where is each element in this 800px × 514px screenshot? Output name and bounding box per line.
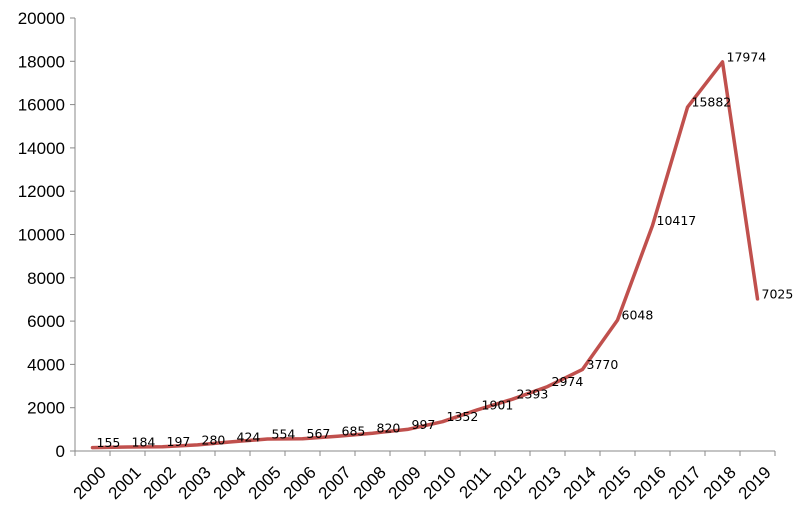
x-tick-label: 2005: [245, 463, 285, 503]
x-tick-label: 2015: [595, 463, 635, 503]
y-tick-label: 14000: [18, 139, 65, 158]
data-labels: 155 184 197 280 424 554 567 685 820 997 1352190123…: [97, 49, 794, 450]
data-label: 2393: [517, 387, 549, 402]
y-tick-label: 4000: [27, 355, 65, 374]
x-tick-label: 2017: [665, 463, 705, 503]
series-layer: [90, 60, 760, 450]
y-tick-label: 2000: [27, 399, 65, 418]
data-label: 567: [307, 426, 331, 441]
data-label: 424: [237, 429, 261, 444]
x-tick-label: 2004: [210, 463, 250, 503]
x-tick-label: 2012: [490, 463, 530, 503]
x-tick-label: 2013: [525, 463, 565, 503]
y-tick-label: 0: [56, 442, 65, 461]
data-label: 554: [272, 427, 296, 442]
y-axis: 0 2000 4000 6000 8000 10000 12000 14000 16000 180…: [18, 9, 76, 461]
x-tick-label: 2009: [385, 463, 425, 503]
x-tick-label: 2008: [350, 463, 390, 503]
y-tick-label: 12000: [18, 182, 65, 201]
x-tick-label: 2000: [70, 463, 110, 503]
data-label: 7025: [762, 286, 794, 301]
data-label: 184: [132, 435, 156, 450]
x-axis: 2000200120022003200420052006200720082009…: [70, 450, 776, 503]
data-label: 3770: [587, 357, 619, 372]
data-label: 17974: [727, 49, 767, 64]
y-tick-label: 6000: [27, 312, 65, 331]
y-tick-label: 16000: [18, 96, 65, 115]
y-tick-label: 20000: [18, 9, 65, 28]
data-label: 155: [97, 435, 121, 450]
x-tick-label: 2010: [420, 463, 460, 503]
x-tick-label: 2003: [175, 463, 215, 503]
x-tick-label: 2006: [280, 463, 320, 503]
x-tick-label: 2007: [315, 463, 355, 503]
data-label: 1901: [482, 397, 514, 412]
data-label: 6048: [622, 308, 654, 323]
series-line: [90, 60, 760, 450]
x-tick-label: 2014: [560, 463, 600, 503]
y-tick-label: 10000: [18, 226, 65, 245]
data-label: 1352: [447, 409, 479, 424]
y-tick-label: 8000: [27, 269, 65, 288]
x-tick-label: 2002: [140, 463, 180, 503]
data-label: 820: [377, 421, 401, 436]
x-tick-label: 2001: [105, 463, 145, 503]
y-tick-label: 18000: [18, 52, 65, 71]
data-label: 280: [202, 432, 226, 447]
x-tick-label: 2011: [456, 463, 495, 502]
data-label: 685: [342, 424, 366, 439]
data-label: 2974: [552, 374, 584, 389]
data-label: 15882: [692, 95, 732, 110]
data-label: 10417: [657, 213, 697, 228]
data-label: 997: [412, 417, 436, 432]
x-tick-label: 2016: [630, 463, 670, 503]
x-tick-label: 2018: [700, 463, 740, 503]
x-tick-label: 2019: [735, 463, 775, 503]
data-label: 197: [167, 434, 191, 449]
